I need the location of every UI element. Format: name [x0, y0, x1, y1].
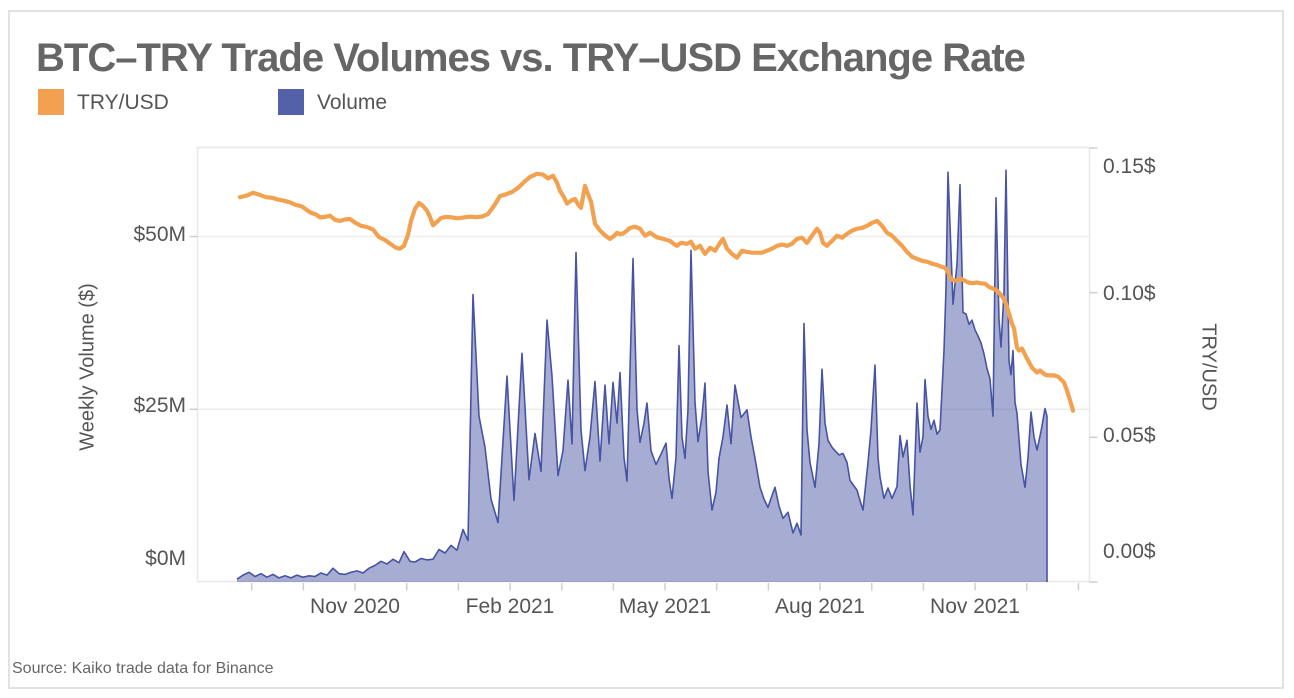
left-axis-tick-25m: $25M [133, 394, 186, 417]
legend-label-volume: Volume [317, 91, 388, 114]
x-axis-tick-nov-2020: Nov 2020 [310, 595, 400, 618]
source-attribution: Source: Kaiko trade data for Binance [12, 660, 274, 677]
x-axis-tick-feb-2021: Feb 2021 [465, 595, 555, 618]
left-axis-tick-50m: $50M [133, 223, 186, 246]
left-axis-tick-0m: $0M [145, 547, 186, 570]
x-axis-tick-aug-2021: Aug 2021 [775, 595, 865, 618]
right-axis-tick-000: 0.00$ [1103, 540, 1156, 563]
left-axis-title: Weekly Volume ($) [76, 283, 99, 451]
legend-label-try-usd: TRY/USD [77, 91, 169, 114]
right-axis-tick-010: 0.10$ [1103, 282, 1156, 305]
right-axis-title: TRY/USD [1197, 323, 1220, 411]
right-axis-tick-005: 0.05$ [1103, 424, 1156, 447]
chart-title: BTC–TRY Trade Volumes vs. TRY–USD Exchan… [36, 36, 1026, 80]
legend-swatch-try-usd [38, 89, 64, 115]
legend-swatch-volume [278, 89, 304, 115]
right-axis-tick-015: 0.15$ [1103, 155, 1156, 178]
x-axis-tick-nov-2021: Nov 2021 [930, 595, 1020, 618]
x-axis-tick-may-2021: May 2021 [618, 595, 712, 618]
